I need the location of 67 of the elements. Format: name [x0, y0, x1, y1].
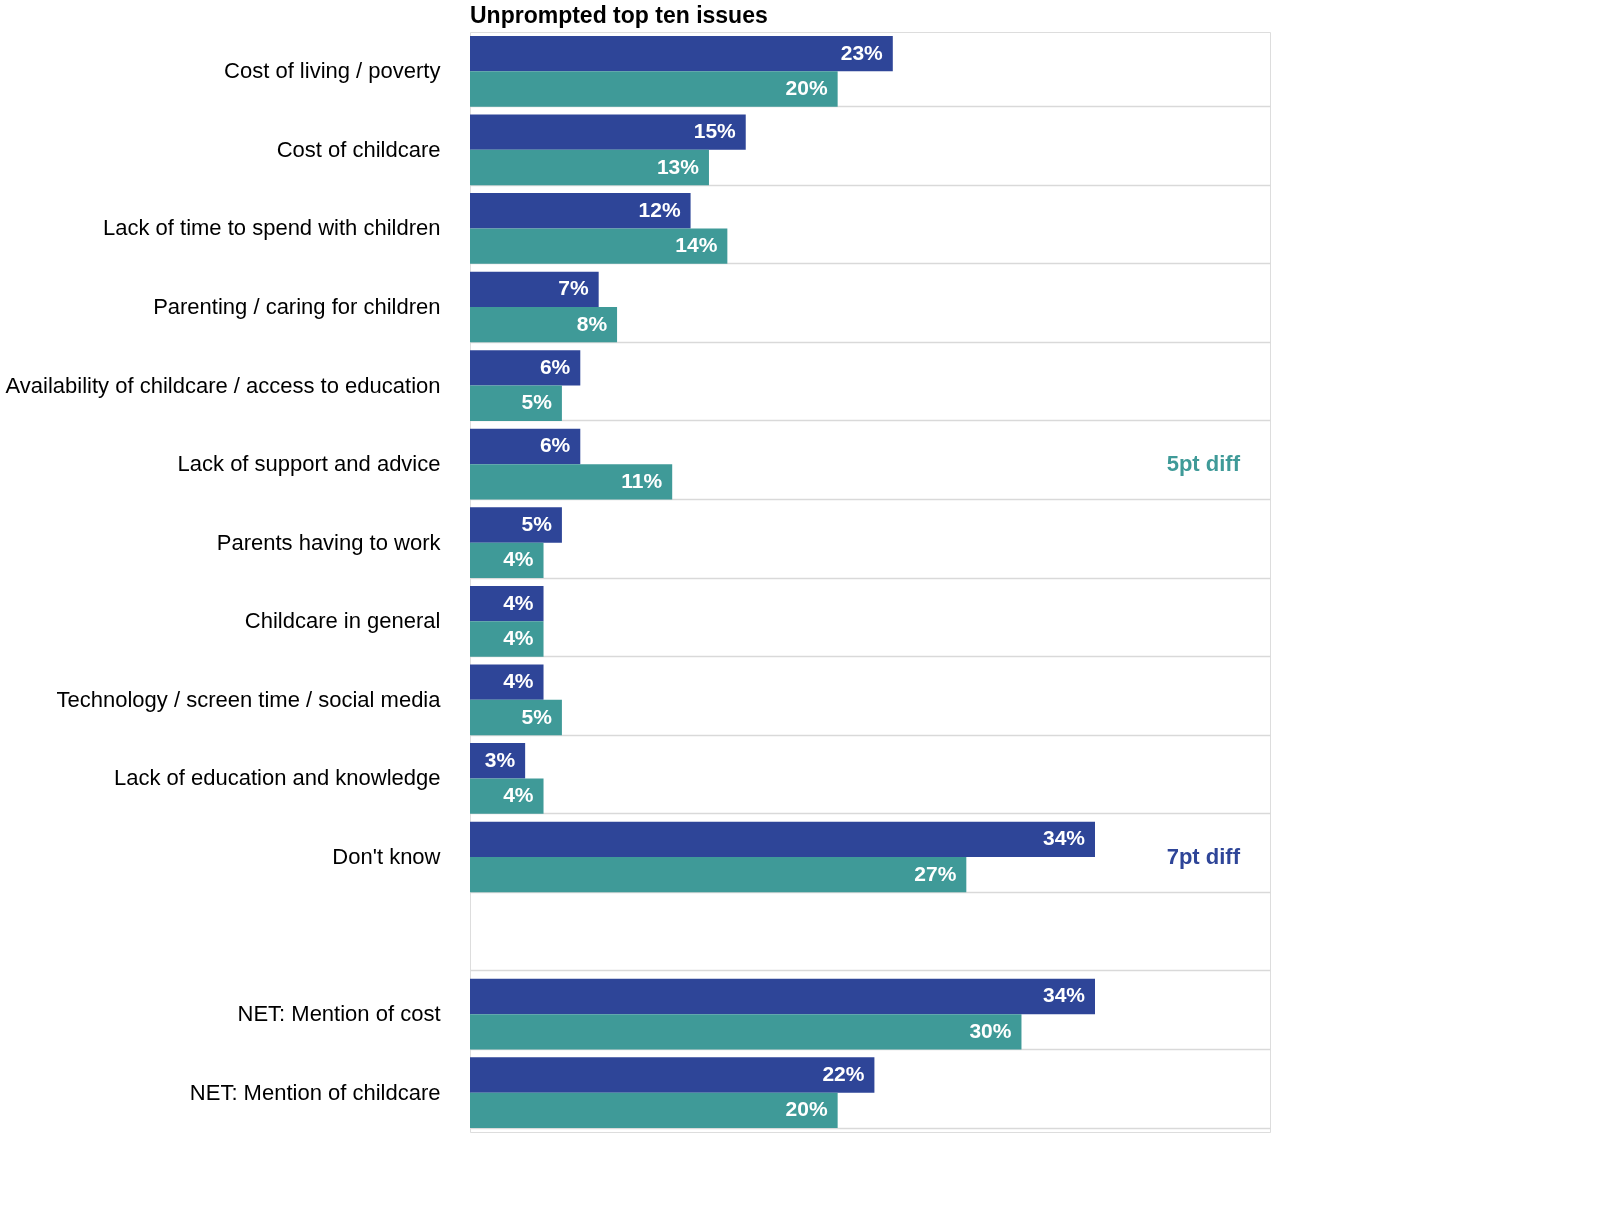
bar [470, 778, 544, 814]
bar [470, 114, 746, 150]
y-tick-label: Parents having to work [216, 529, 442, 555]
y-tick-label: Lack of time to spend with children [102, 215, 441, 241]
y-tick-label: Lack of education and knowledge [113, 765, 441, 791]
bar [470, 1014, 1022, 1050]
chart-title: Unprompted top ten issues [470, 2, 768, 28]
bar [470, 149, 709, 186]
data-label: 20% [785, 1097, 828, 1121]
data-label: 30% [969, 1018, 1012, 1042]
bar [470, 699, 562, 736]
data-label: 8% [576, 311, 608, 335]
bar [470, 350, 581, 386]
bar [470, 193, 691, 229]
bar [470, 542, 544, 579]
y-tick-label: Childcare in general [244, 608, 441, 634]
data-label: 23% [840, 40, 884, 64]
bar [470, 307, 618, 343]
y-tick-label: NET: Mention of cost [237, 1001, 441, 1027]
bar [470, 857, 967, 893]
text: 7pt diff [1166, 844, 1241, 869]
bar [470, 385, 562, 421]
y-tick-label: Lack of support and advice [177, 451, 441, 477]
y-tick-label: Technology / screen time / social media [56, 686, 442, 712]
bar [470, 821, 1095, 857]
data-label: 34% [1042, 983, 1086, 1007]
y-tick-label: Parenting / caring for children [153, 294, 441, 319]
data-label: 6% [539, 433, 571, 457]
data-label: 5% [521, 512, 553, 536]
data-label: 4% [503, 625, 534, 649]
data-label: 27% [914, 861, 957, 885]
bar [470, 228, 728, 264]
bar [470, 35, 893, 72]
bar [470, 1092, 838, 1129]
bar [470, 71, 838, 107]
data-label: 4% [503, 547, 534, 571]
bar [470, 464, 673, 500]
data-label: 20% [785, 75, 828, 99]
data-label: 5% [521, 390, 553, 414]
y-tick-label: Cost of childcare [276, 136, 441, 162]
data-label: 14% [675, 233, 718, 257]
data-label: 22% [822, 1062, 865, 1086]
data-label: 4% [503, 590, 534, 614]
bar [470, 585, 544, 622]
data-label: 4% [503, 783, 534, 807]
bar [470, 1057, 875, 1093]
bar [470, 507, 562, 543]
data-label: 5% [521, 704, 553, 728]
bar [470, 271, 599, 307]
bar [470, 621, 544, 657]
y-tick-label: NET: Mention of childcare [189, 1079, 441, 1105]
bar [470, 428, 581, 465]
y-tick-label: Availability of childcare / access to education [5, 372, 441, 398]
bar [470, 978, 1095, 1015]
data-label: 7% [558, 276, 589, 300]
data-label: 15% [693, 119, 737, 143]
data-label: 34% [1042, 826, 1086, 850]
data-label: 4% [503, 669, 534, 693]
text: 5pt diff [1166, 451, 1241, 477]
data-label: 12% [638, 197, 681, 221]
data-label: 6% [539, 354, 571, 378]
y-tick-label: Don't know [332, 844, 441, 869]
y-tick-label: Cost of living / poverty [224, 58, 441, 84]
bar [470, 664, 544, 700]
data-label: 3% [484, 747, 516, 771]
data-label: 13% [656, 154, 700, 178]
data-label: 11% [621, 468, 663, 492]
